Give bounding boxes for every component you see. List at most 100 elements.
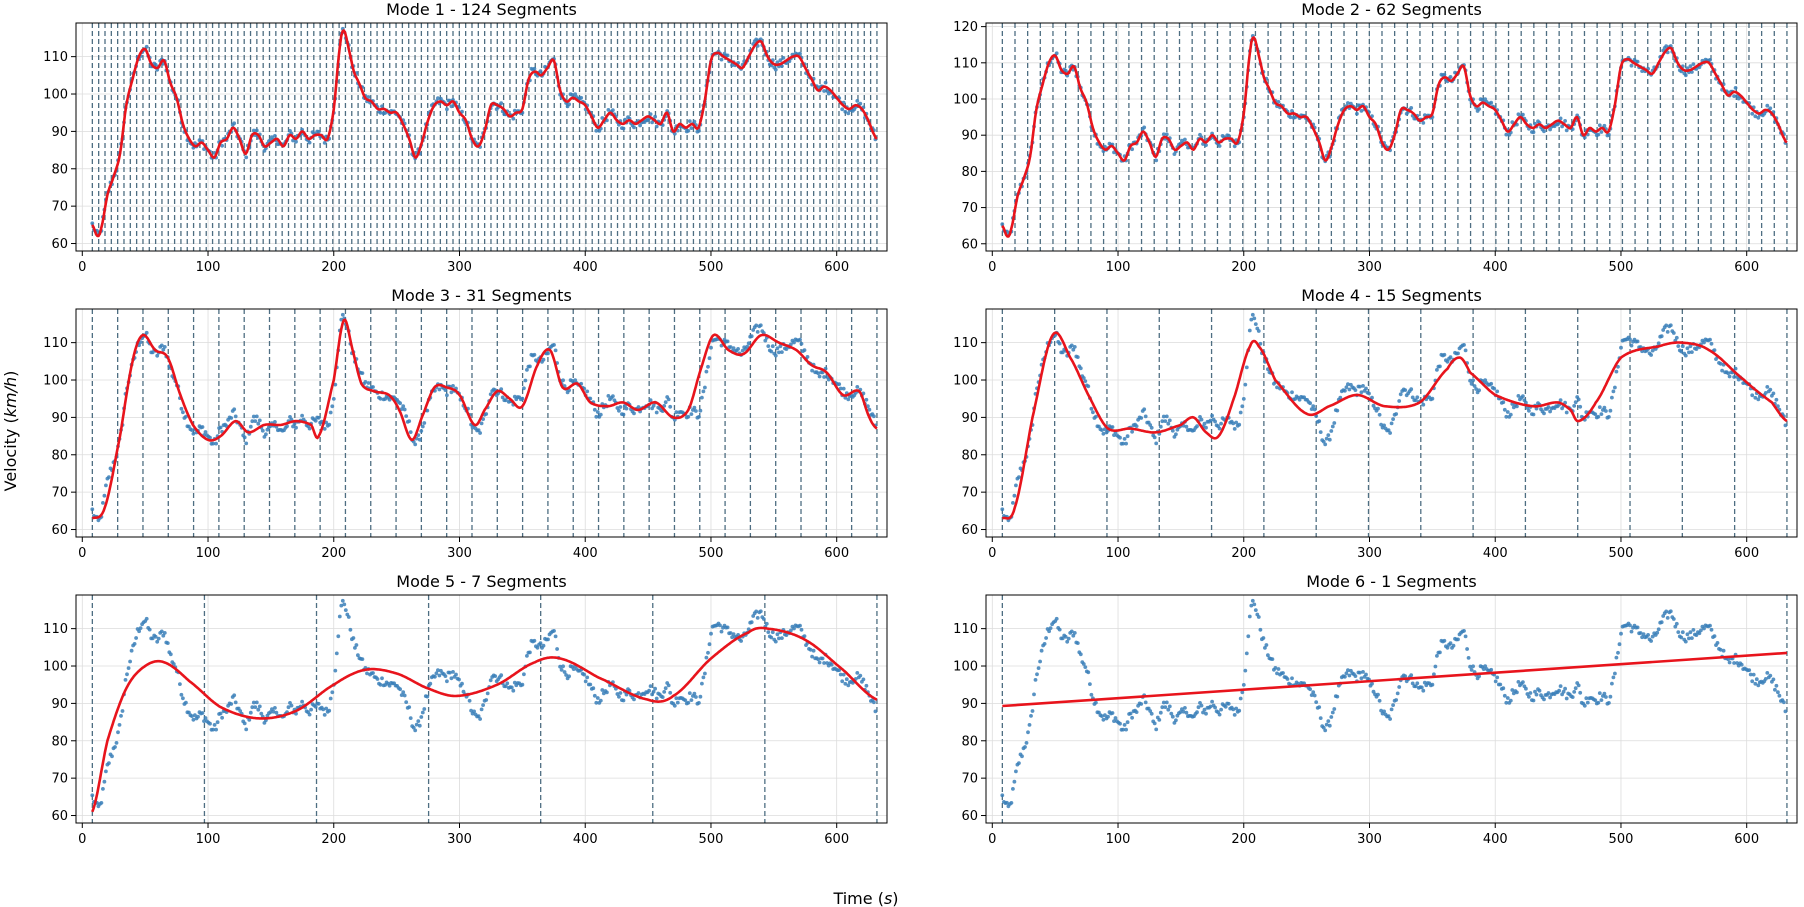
data-point [1561,689,1566,694]
data-point [274,710,279,715]
data-point [683,698,688,703]
data-point [434,671,439,676]
data-point [436,96,440,101]
data-point [784,347,789,351]
data-point [1419,685,1424,690]
data-point [1377,698,1382,703]
data-point [704,655,709,660]
data-point [1602,123,1607,128]
y-tick-label: 90 [961,411,978,426]
data-point [1628,623,1632,628]
data-point [552,629,556,633]
data-point [469,708,473,713]
data-point [307,712,312,717]
data-point [333,668,338,673]
data-point [356,653,360,658]
data-point [697,701,701,705]
data-point [1680,630,1685,635]
data-point [1578,404,1583,409]
data-point [1712,634,1717,638]
x-tick-label: 600 [1734,260,1759,275]
data-point [663,686,668,691]
data-point [1382,709,1386,714]
data-point [745,344,750,349]
data-point [701,389,706,394]
x-tick-label: 500 [1609,832,1634,847]
data-point [1563,686,1567,691]
data-point [407,705,412,709]
subplot-mode-4: 0 100 200 300 400 500 600 60 70 80 90 100 110 Mode 4… [953,286,1798,561]
data-point [1118,435,1122,440]
data-point [454,672,458,677]
data-point [805,355,810,359]
data-point [636,405,641,409]
y-tick-label: 100 [43,88,68,103]
data-point [1756,397,1761,402]
data-point [1238,696,1243,701]
data-point [1164,414,1169,419]
x-tick-label: 600 [824,546,849,561]
data-point [445,393,449,398]
data-point [1199,417,1204,422]
data-point [1243,382,1248,387]
data-point [1361,670,1365,674]
subplot-mode-2: 0 100 200 300 400 500 600 60 70 80 90 100 110 120 Mod… [953,0,1798,275]
data-point [1442,352,1447,357]
data-point [838,386,843,391]
data-point [1241,683,1246,687]
data-point [251,128,256,133]
x-tick-label: 0 [988,260,996,275]
plot-area-frame [985,594,1798,824]
data-point [184,700,188,705]
data-point [611,108,615,112]
data-point [1208,418,1213,423]
data-point [232,121,237,126]
data-point [872,700,876,705]
data-point [532,66,537,71]
x-tick-label: 100 [196,260,221,275]
y-tick-label: 100 [953,660,978,675]
data-point [1409,106,1414,110]
data-point [1726,657,1730,662]
data-point [621,698,626,703]
data-point [212,723,217,727]
data-point [150,350,155,355]
data-point [404,700,409,704]
data-point [1163,419,1168,423]
data-point [873,709,878,714]
data-point [200,711,205,715]
data-point [719,57,724,62]
data-point [778,58,783,63]
data-point [1388,717,1392,721]
data-point [218,711,223,716]
data-point [1118,721,1122,726]
data-point [113,745,117,749]
data-point [773,639,778,644]
data-point [1276,100,1281,104]
data-point [1183,137,1187,142]
data-point [1128,711,1133,716]
data-point [1261,636,1266,640]
data-point [730,63,734,68]
data-point [251,700,256,705]
data-point [479,707,484,712]
data-point [1456,351,1460,356]
data-point [558,664,562,669]
data-point [273,706,277,710]
data-point [802,634,807,638]
data-point [728,345,733,349]
data-point [196,714,200,719]
data-point [1347,673,1352,678]
data-point [1237,708,1242,713]
data-point [1432,672,1436,677]
data-point [1502,693,1507,698]
data-point [307,426,312,431]
data-point [1379,708,1383,713]
data-point [692,119,697,124]
data-point [1576,397,1581,402]
data-point [1359,390,1364,395]
data-point [1602,405,1607,410]
data-point [1250,312,1255,317]
data-point [1100,428,1104,432]
data-point [1343,388,1347,393]
